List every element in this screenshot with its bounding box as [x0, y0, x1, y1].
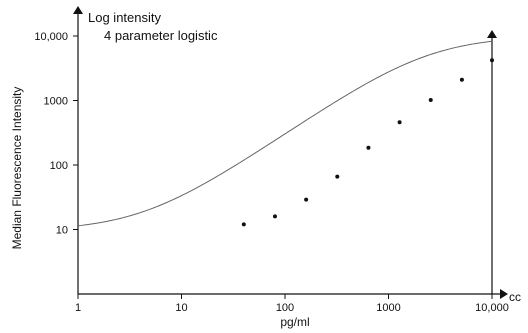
data-point [335, 174, 340, 179]
data-point [304, 197, 309, 202]
y-axis-label: Median Fluorescence Intensity [10, 87, 24, 250]
y-axis-ticks: 10 100 1000 10,000 [34, 31, 78, 237]
x-axis-end-label: cc [509, 290, 521, 304]
data-point [490, 58, 494, 63]
x-tick-label: 1 [75, 302, 81, 314]
x-tick-label: 10 [175, 302, 187, 314]
x-tick-label: 10,000 [475, 302, 509, 314]
x-tick-label: 100 [276, 302, 294, 314]
x-tick-label: 1000 [376, 302, 400, 314]
data-point [241, 222, 246, 227]
data-point [459, 77, 464, 82]
y-tick-label: 10,000 [34, 31, 68, 43]
data-point [428, 97, 433, 102]
y-tick-label: 100 [50, 160, 68, 172]
data-point [397, 120, 402, 125]
y-tick-label: 1000 [44, 96, 68, 108]
fit-curve [77, 40, 493, 227]
data-point [366, 145, 371, 150]
axes [73, 6, 508, 299]
data-point [272, 214, 277, 219]
y-tick-label: 10 [56, 225, 68, 237]
x-axis-ticks: 1 10 100 1000 10,000 [75, 294, 509, 314]
data-points [241, 58, 494, 227]
chart-title: Log intensity [88, 10, 161, 25]
x-axis-label: pg/ml [280, 315, 309, 329]
fit-annotation: 4 parameter logistic [104, 28, 218, 43]
